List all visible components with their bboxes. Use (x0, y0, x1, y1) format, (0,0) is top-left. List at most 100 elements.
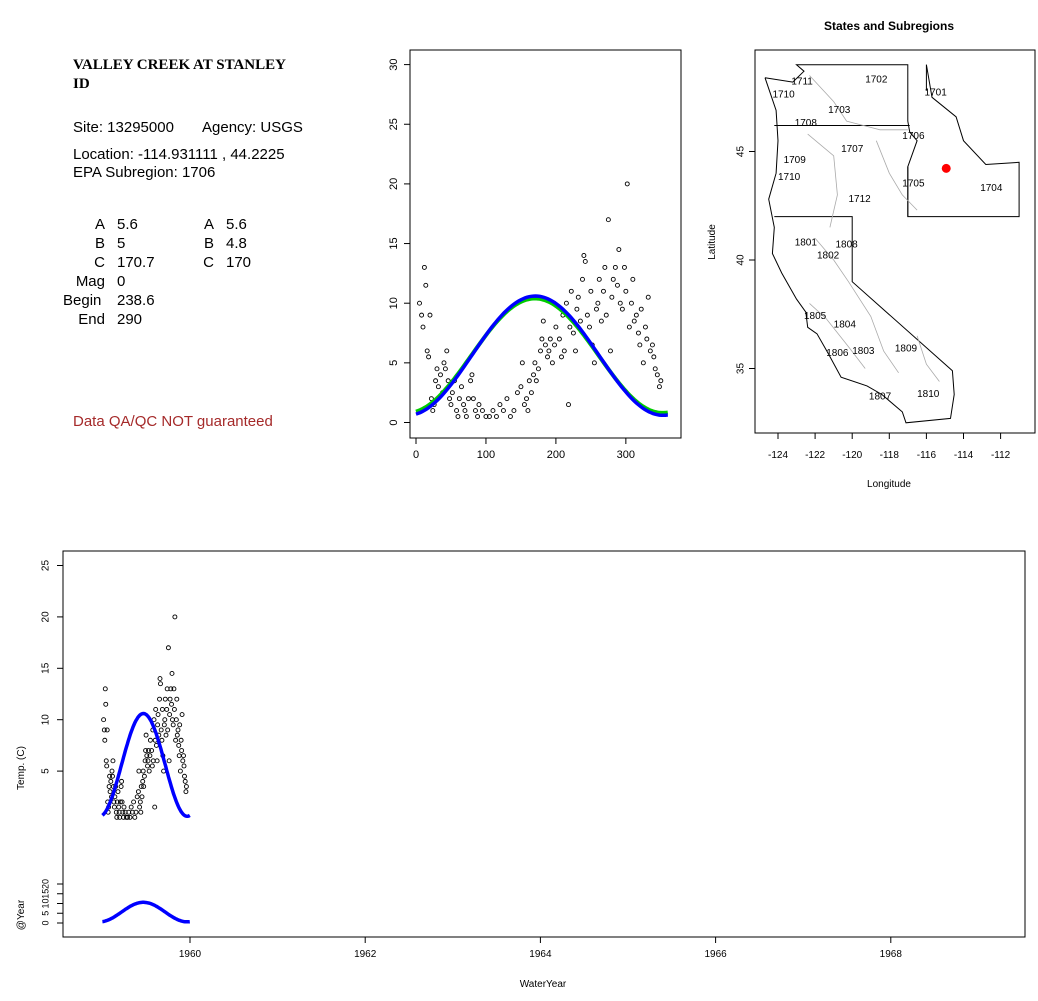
observation-point (582, 258, 588, 264)
subregion-label: 1805 (804, 311, 827, 322)
observation-point (483, 414, 489, 419)
observation-point (490, 408, 496, 414)
param-value: 170.7 (117, 254, 155, 271)
y2-axis-label: @Year (16, 899, 27, 930)
param-value: 290 (117, 311, 143, 328)
observation-point (174, 732, 180, 738)
observation-point (652, 366, 658, 372)
observation-point (463, 414, 469, 419)
observation-point (470, 396, 476, 402)
observation-point (575, 294, 581, 300)
observation-point (169, 670, 175, 676)
observation-point (171, 686, 177, 692)
observation-point (466, 396, 471, 402)
observation-point (535, 366, 541, 372)
observation-point (109, 768, 115, 774)
observation-point (174, 696, 180, 702)
param-name: A (94, 216, 105, 233)
observation-point (609, 294, 615, 300)
observation-point (119, 799, 125, 805)
subregion-label: 1709 (784, 155, 807, 166)
observation-point (104, 727, 110, 733)
observation-point (448, 402, 454, 408)
observation-point (183, 784, 189, 789)
y2-tick-label: 15 (40, 889, 50, 899)
site-marker (941, 163, 951, 173)
subregion-label: 1707 (841, 144, 864, 155)
observation-point (547, 336, 553, 342)
subregion-boundary (916, 335, 940, 382)
observation-point (480, 408, 485, 414)
observation-point (486, 414, 492, 419)
y-tick-label: 5 (388, 360, 400, 366)
observation-point (531, 372, 536, 378)
observation-point (162, 696, 168, 702)
observation-point (561, 348, 567, 354)
observation-point (454, 408, 460, 414)
observation-point (622, 264, 627, 270)
observation-point (469, 372, 475, 378)
observation-point (449, 390, 455, 396)
observation-point (447, 396, 453, 402)
observation-point (146, 748, 151, 753)
observation-point (610, 276, 616, 282)
observation-point (455, 414, 461, 419)
subregion-label: 1710 (778, 172, 801, 183)
observation-point (133, 809, 139, 815)
observation-point (549, 360, 555, 366)
y-tick-label: 20 (41, 611, 52, 623)
subregion-label: 1712 (848, 194, 871, 205)
observation-point (104, 763, 110, 769)
observation-point (179, 712, 185, 718)
y-tick-label: 35 (736, 363, 747, 375)
observation-point (507, 414, 513, 419)
y-tick-label: 15 (41, 662, 52, 674)
observation-point (635, 330, 641, 336)
observation-point (139, 794, 145, 800)
observation-point (656, 384, 662, 390)
observation-point (577, 318, 583, 324)
observation-point (164, 706, 170, 712)
fit-curve-year (102, 900, 190, 924)
y-tick-label: 10 (388, 297, 400, 309)
observation-point (434, 366, 440, 372)
water-year-timeseries-chart: 1960 1962 1964 1966 196851015202505101520Wat… (16, 550, 1026, 990)
subregion-label: 1701 (925, 88, 948, 99)
subregion-label: 1705 (902, 179, 925, 190)
station-title-line1: VALLEY CREEK AT STANLEY (73, 57, 286, 73)
x-tick-label: -118 (880, 450, 900, 461)
observation-point (127, 814, 133, 820)
observation-point (518, 384, 524, 390)
observation-point (135, 789, 141, 795)
observation-point (110, 758, 116, 764)
observation-point (542, 342, 548, 348)
observation-point (144, 753, 150, 759)
plot-frame (409, 49, 682, 439)
observation-point (427, 312, 433, 318)
map-title: States and Subregions (824, 19, 954, 33)
station-title-line2: ID (73, 76, 90, 92)
observation-point (433, 378, 439, 384)
observation-point (173, 737, 179, 743)
observation-point (140, 768, 146, 774)
observation-point (563, 300, 569, 306)
observation-point (581, 253, 587, 258)
x-tick-label: 300 (617, 449, 635, 461)
observation-point (183, 789, 189, 795)
subregion-boundary (807, 133, 838, 228)
y2-tick-label: 10 (40, 898, 50, 908)
x-tick-label: 100 (477, 449, 495, 461)
fit-curve-temp (101, 711, 191, 819)
observation-point (165, 727, 171, 733)
observation-point (177, 722, 183, 728)
observation-point (552, 342, 557, 348)
y-tick-label: 10 (41, 714, 52, 726)
subregion-label: 1803 (852, 346, 875, 357)
observation-point (524, 396, 529, 402)
observation-point (161, 722, 167, 728)
observation-point (493, 414, 499, 419)
y-tick-label: 25 (388, 118, 400, 130)
observation-point (179, 748, 185, 753)
observation-point (115, 789, 121, 795)
observation-point (642, 324, 648, 330)
